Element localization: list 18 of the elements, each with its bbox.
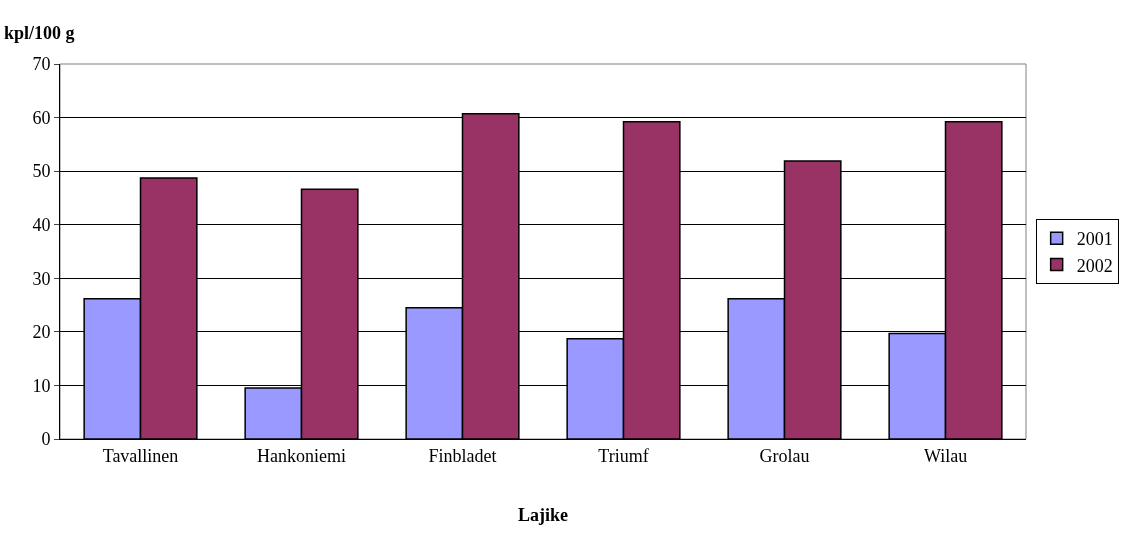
x-tick-label: Finbladet (428, 445, 497, 466)
x-tick-label: Hankoniemi (257, 445, 346, 466)
legend-label: 2002 (1076, 255, 1113, 276)
y-tick-label: 10 (32, 375, 51, 396)
x-tick-label: Grolau (759, 445, 810, 466)
x-tick-label: Tavallinen (102, 445, 179, 466)
x-axis-title: Lajike (518, 505, 569, 525)
y-tick-label: 60 (32, 107, 51, 128)
x-tick-label: Wilau (923, 445, 968, 466)
y-tick-label: 0 (41, 429, 51, 450)
y-tick-label: 20 (32, 322, 51, 343)
y-tick-label: 30 (32, 268, 51, 289)
y-tick-label: 70 (32, 54, 51, 75)
y-tick-label: 40 (32, 215, 51, 236)
legend-label: 2001 (1076, 229, 1113, 250)
x-tick-label: Triumf (598, 445, 649, 466)
y-axis-title: kpl/100 g (4, 23, 75, 43)
y-tick-label: 50 (32, 161, 51, 182)
